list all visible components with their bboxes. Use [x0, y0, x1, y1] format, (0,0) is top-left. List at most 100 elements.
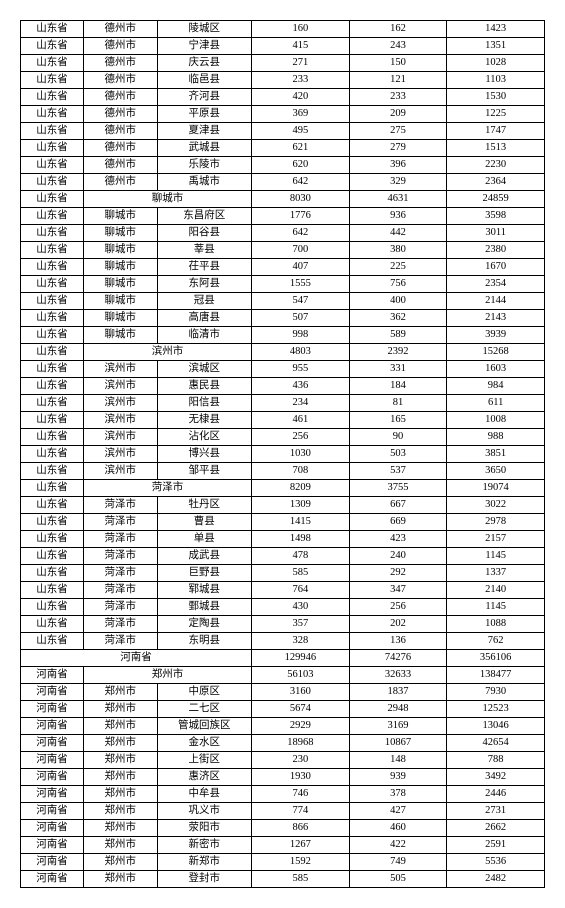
table-cell: 2354 [447, 276, 545, 293]
table-cell: 461 [252, 412, 350, 429]
table-cell: 202 [349, 616, 447, 633]
table-cell: 滨州市 [84, 344, 252, 361]
table-row: 山东省德州市禹城市6423292364 [21, 174, 545, 191]
table-cell: 1513 [447, 140, 545, 157]
table-cell: 1337 [447, 565, 545, 582]
table-cell: 225 [349, 259, 447, 276]
table-cell: 德州市 [84, 89, 158, 106]
table-cell: 山东省 [21, 446, 84, 463]
table-cell: 德州市 [84, 123, 158, 140]
table-cell: 90 [349, 429, 447, 446]
table-cell: 山东省 [21, 616, 84, 633]
table-cell: 81 [349, 395, 447, 412]
table-cell: 山东省 [21, 582, 84, 599]
table-cell: 1008 [447, 412, 545, 429]
table-cell: 菏泽市 [84, 582, 158, 599]
table-cell: 2662 [447, 820, 545, 837]
table-row: 河南省郑州市新郑市15927495536 [21, 854, 545, 871]
table-cell: 507 [252, 310, 350, 327]
table-row: 山东省菏泽市郓城县7643472140 [21, 582, 545, 599]
table-cell: 1028 [447, 55, 545, 72]
table-cell: 阳谷县 [157, 225, 252, 242]
table-cell: 756 [349, 276, 447, 293]
table-cell: 山东省 [21, 361, 84, 378]
table-row: 山东省菏泽市定陶县3572021088 [21, 616, 545, 633]
table-cell: 505 [349, 871, 447, 888]
table-cell: 河南省 [21, 854, 84, 871]
table-cell: 菏泽市 [84, 514, 158, 531]
table-cell: 曹县 [157, 514, 252, 531]
table-cell: 955 [252, 361, 350, 378]
table-cell: 德州市 [84, 55, 158, 72]
table-cell: 12523 [447, 701, 545, 718]
table-cell: 郑州市 [84, 837, 158, 854]
table-cell: 5674 [252, 701, 350, 718]
table-cell: 243 [349, 38, 447, 55]
table-cell: 138477 [447, 667, 545, 684]
table-cell: 郑州市 [84, 701, 158, 718]
table-cell: 山东省 [21, 89, 84, 106]
table-cell: 233 [349, 89, 447, 106]
table-cell: 503 [349, 446, 447, 463]
table-cell: 聊城市 [84, 191, 252, 208]
table-cell: 菏泽市 [84, 565, 158, 582]
table-cell: 3755 [349, 480, 447, 497]
table-cell: 山东省 [21, 55, 84, 72]
table-cell: 256 [252, 429, 350, 446]
table-cell: 郑州市 [84, 769, 158, 786]
table-row: 山东省菏泽市巨野县5852921337 [21, 565, 545, 582]
table-cell: 山东省 [21, 157, 84, 174]
table-cell: 32633 [349, 667, 447, 684]
table-cell: 4631 [349, 191, 447, 208]
table-cell: 郑州市 [84, 854, 158, 871]
table-cell: 1670 [447, 259, 545, 276]
table-cell: 160 [252, 21, 350, 38]
table-cell: 3022 [447, 497, 545, 514]
table-cell: 德州市 [84, 72, 158, 89]
table-cell: 河南省 [21, 684, 84, 701]
table-cell: 3851 [447, 446, 545, 463]
table-cell: 1530 [447, 89, 545, 106]
table-cell: 菏泽市 [84, 599, 158, 616]
table-cell: 362 [349, 310, 447, 327]
table-row: 山东省聊城市阳谷县6424423011 [21, 225, 545, 242]
table-cell: 巩义市 [157, 803, 252, 820]
table-cell: 山东省 [21, 208, 84, 225]
table-cell: 2140 [447, 582, 545, 599]
table-cell: 233 [252, 72, 350, 89]
table-cell: 沾化区 [157, 429, 252, 446]
table-row: 山东省聊城市东阿县15557562354 [21, 276, 545, 293]
table-cell: 275 [349, 123, 447, 140]
table-cell: 邹平县 [157, 463, 252, 480]
table-cell: 121 [349, 72, 447, 89]
table-cell: 1930 [252, 769, 350, 786]
table-row: 河南省郑州市巩义市7744272731 [21, 803, 545, 820]
table-cell: 165 [349, 412, 447, 429]
table-row: 山东省菏泽市鄄城县4302561145 [21, 599, 545, 616]
table-cell: 984 [447, 378, 545, 395]
table-cell: 中原区 [157, 684, 252, 701]
table-cell: 临清市 [157, 327, 252, 344]
table-cell: 德州市 [84, 21, 158, 38]
table-cell: 新郑市 [157, 854, 252, 871]
table-cell: 1103 [447, 72, 545, 89]
table-cell: 德州市 [84, 140, 158, 157]
table-cell: 山东省 [21, 225, 84, 242]
table-cell: 422 [349, 837, 447, 854]
table-row: 山东省滨州市无棣县4611651008 [21, 412, 545, 429]
table-cell: 金水区 [157, 735, 252, 752]
table-cell: 东明县 [157, 633, 252, 650]
table-row: 山东省聊城市8030463124859 [21, 191, 545, 208]
table-cell: 郑州市 [84, 735, 158, 752]
table-cell: 滨州市 [84, 361, 158, 378]
table-cell: 1592 [252, 854, 350, 871]
table-cell: 单县 [157, 531, 252, 548]
table-cell: 惠济区 [157, 769, 252, 786]
table-row: 山东省菏泽市东明县328136762 [21, 633, 545, 650]
table-cell: 3169 [349, 718, 447, 735]
table-cell: 山东省 [21, 174, 84, 191]
table-cell: 764 [252, 582, 350, 599]
table-cell: 阳信县 [157, 395, 252, 412]
table-cell: 河南省 [21, 769, 84, 786]
table-cell: 滨州市 [84, 412, 158, 429]
